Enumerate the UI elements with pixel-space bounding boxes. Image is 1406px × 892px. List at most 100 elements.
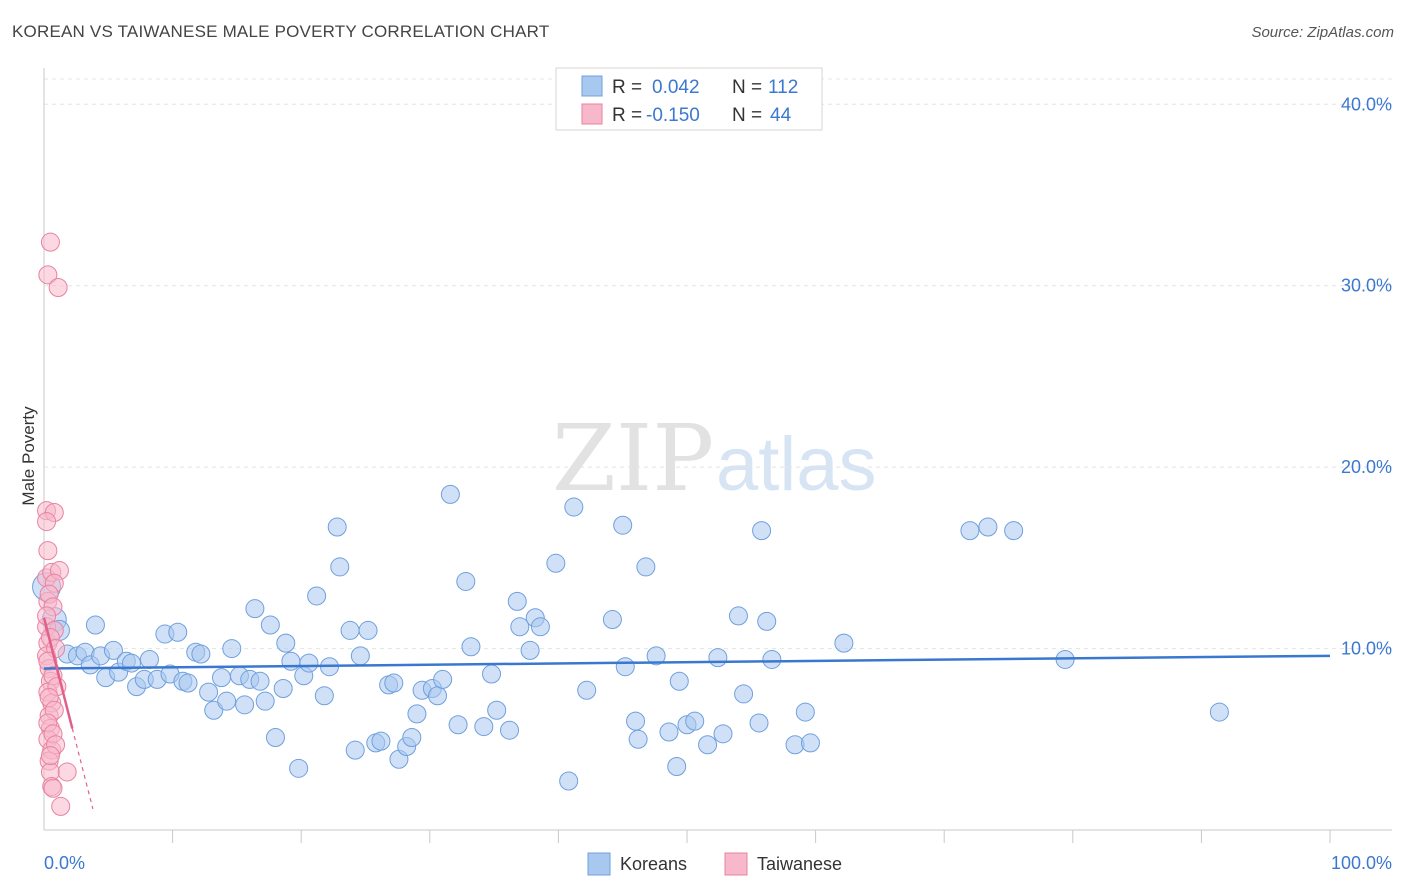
koreans-points (32, 484, 1229, 791)
koreans-point (546, 553, 566, 573)
koreans-point (327, 517, 347, 537)
koreans-r-label: R = (612, 77, 642, 98)
trend-lines (42, 617, 1331, 810)
x-tick-label-left: 0.0% (44, 853, 85, 873)
koreans-point (1209, 702, 1229, 722)
koreans-point (407, 704, 427, 724)
koreans-point (659, 722, 679, 742)
koreans-point (834, 633, 854, 653)
taiwanese-n-label: N = (732, 105, 762, 126)
watermark-atlas: atlas (716, 422, 877, 507)
koreans-point (402, 727, 422, 747)
koreans-point (314, 686, 334, 706)
koreans-point (752, 521, 772, 541)
taiwanese-point (43, 778, 63, 798)
koreans-point (749, 713, 769, 733)
koreans-point (559, 771, 579, 791)
koreans-point (762, 649, 782, 669)
x-tick-label-right: 100.0% (1331, 853, 1392, 873)
koreans-point (103, 640, 123, 660)
koreans-point (358, 620, 378, 640)
koreans-point (626, 711, 646, 731)
koreans-point (461, 637, 481, 657)
koreans-point (685, 711, 705, 731)
koreans-point (667, 757, 687, 776)
koreans-point (646, 646, 666, 666)
taiwanese-point (38, 541, 58, 561)
taiwanese-swatch (581, 103, 603, 125)
taiwanese-point (38, 265, 58, 285)
y-tick-label-40: 40.0% (1341, 94, 1392, 114)
koreans-point (121, 653, 141, 673)
koreans-point (669, 671, 689, 691)
taiwanese-r-value: -0.150 (646, 105, 700, 126)
koreans-n-value: 112 (768, 77, 798, 98)
koreans-point (448, 715, 468, 735)
y-tick-label-20: 20.0% (1341, 457, 1392, 477)
koreans-point (265, 727, 285, 747)
koreans-point (371, 731, 391, 751)
koreans-point (577, 680, 597, 700)
koreans-point (281, 651, 301, 671)
series-legend: Koreans Taiwanese (587, 852, 842, 876)
koreans-point (734, 684, 754, 704)
koreans-point (757, 611, 777, 631)
koreans-r-value: 0.042 (652, 77, 700, 98)
koreans-point (615, 657, 635, 677)
chart-source: Source: ZipAtlas.com (1251, 24, 1394, 41)
koreans-point (628, 729, 648, 749)
koreans-swatch (581, 75, 603, 97)
koreans-point (507, 591, 527, 611)
koreans-point (199, 682, 219, 702)
koreans-point (433, 669, 453, 689)
koreans-point (204, 700, 224, 720)
koreans-point (330, 557, 350, 577)
koreans-point (289, 758, 309, 778)
y-axis-title: Male Poverty (19, 406, 38, 506)
koreans-n-label: N = (732, 77, 762, 98)
koreans-point (168, 622, 188, 642)
koreans-point (698, 735, 718, 755)
gridlines (44, 78, 1392, 650)
koreans-point (222, 639, 242, 659)
stats-legend: R = 0.042 N = 112 R = -0.150 N = 44 (555, 67, 823, 131)
koreans-trend-line (43, 654, 1331, 670)
taiwanese-n-value: 44 (770, 105, 792, 126)
koreans-point (384, 673, 404, 693)
taiwanese-points (37, 232, 77, 816)
koreans-point (340, 620, 360, 640)
koreans-point (602, 610, 622, 630)
koreans-point (636, 557, 656, 577)
x-ticks (172, 830, 1331, 843)
taiwanese-point (48, 278, 68, 298)
koreans-point (482, 664, 502, 684)
koreans-point (85, 615, 105, 635)
koreans-point (960, 521, 980, 541)
koreans-point (487, 700, 507, 720)
koreans-point (530, 617, 550, 637)
y-tick-labels: 10.0% 20.0% 30.0% 40.0% (1341, 94, 1392, 658)
taiwanese-point (40, 746, 60, 766)
koreans-point (276, 633, 296, 653)
koreans-point (728, 606, 748, 626)
koreans-point (178, 673, 198, 693)
koreans-point (235, 695, 255, 715)
koreans-point (255, 691, 275, 711)
koreans-point (510, 617, 530, 637)
koreans-point (260, 615, 280, 635)
legend-koreans-label: Koreans (620, 854, 687, 874)
taiwanese-trend-extension (71, 728, 94, 810)
koreans-point (795, 702, 815, 722)
taiwanese-point (57, 762, 77, 782)
koreans-point (456, 571, 476, 591)
taiwanese-point (37, 512, 57, 532)
koreans-point (613, 515, 633, 535)
koreans-point (564, 497, 584, 517)
chart-title: KOREAN VS TAIWANESE MALE POVERTY CORRELA… (12, 22, 550, 41)
legend-taiwanese-swatch (724, 852, 748, 876)
koreans-point (217, 691, 237, 711)
y-tick-label-30: 30.0% (1341, 276, 1392, 296)
koreans-point (708, 648, 728, 668)
koreans-point (307, 586, 327, 606)
koreans-point (345, 740, 365, 760)
